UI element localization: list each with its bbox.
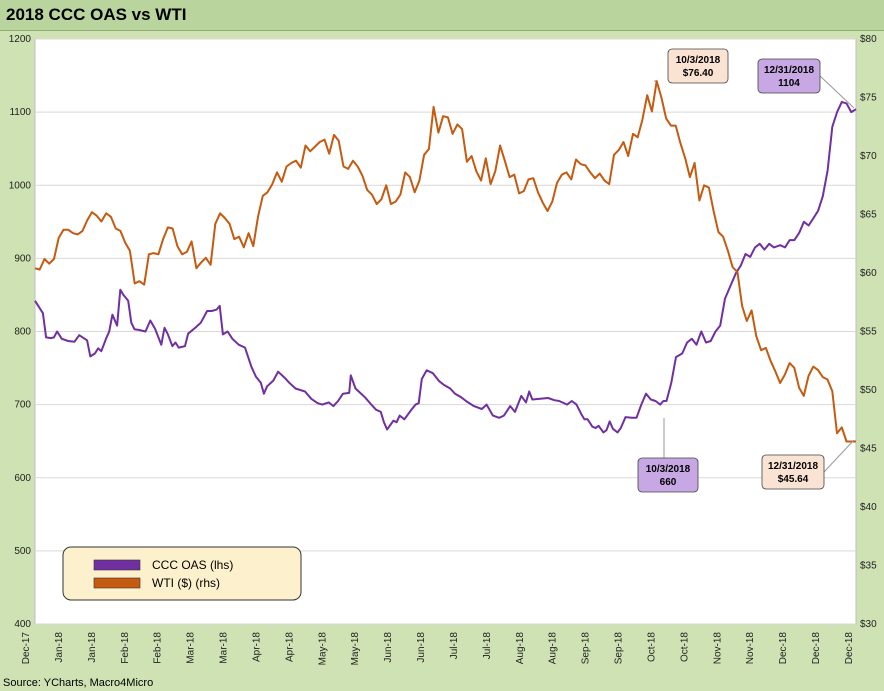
callout-value: $45.64 xyxy=(778,474,809,485)
chart-title: 2018 CCC OAS vs WTI xyxy=(6,5,187,24)
x-tick-label: Dec-18 xyxy=(778,632,789,665)
title-bar: 2018 CCC OAS vs WTI xyxy=(0,0,884,31)
x-tick-label: Sep-18 xyxy=(581,632,592,665)
y-right-tick-label: $70 xyxy=(860,151,877,162)
x-tick-label: Feb-18 xyxy=(153,632,164,664)
y-right-tick-label: $65 xyxy=(860,210,877,221)
x-tick-label: Dec-18 xyxy=(811,632,822,665)
x-tick-label: May-18 xyxy=(350,632,361,666)
callout-oas: 10/3/2018 660 xyxy=(637,418,699,493)
y-right-tick-label: $60 xyxy=(860,268,877,279)
x-tick-label: Feb-18 xyxy=(120,632,131,664)
x-tick-label: Sep-18 xyxy=(614,632,625,665)
x-tick-label: Nov-18 xyxy=(712,632,723,665)
y-left-tick-label: 500 xyxy=(14,546,31,557)
y-right-tick-label: $30 xyxy=(860,619,877,630)
x-tick-label: Jan-18 xyxy=(87,632,98,663)
series-line-ccc-oas xyxy=(34,100,857,434)
callout-date: 10/3/2018 xyxy=(646,464,691,475)
callout-value: 660 xyxy=(660,477,677,488)
y-right-tick-label: $35 xyxy=(860,561,877,572)
x-tick-label: Jan-18 xyxy=(54,632,65,663)
callout-date: 12/31/2018 xyxy=(764,65,814,76)
callout-date: 10/3/2018 xyxy=(676,55,721,66)
callout-wti: 10/3/2018 $76.40 xyxy=(654,48,729,84)
series-line-wti xyxy=(34,80,856,443)
series-layer xyxy=(34,80,857,443)
y-left-tick-label: 400 xyxy=(14,619,31,630)
legend-swatch xyxy=(93,559,141,571)
x-tick-label: Jun-18 xyxy=(383,632,394,663)
x-tick-label: Mar-18 xyxy=(219,632,230,664)
x-tick-label: Apr-18 xyxy=(284,632,295,662)
x-tick-label: Jul-18 xyxy=(482,632,493,660)
gridlines xyxy=(35,38,856,625)
callout-oas: 12/31/2018 1104 xyxy=(757,58,855,109)
callout-value: $76.40 xyxy=(683,68,714,79)
y-right-tick-label: $50 xyxy=(860,385,877,396)
x-tick-label: Nov-18 xyxy=(745,632,756,665)
y-left-tick-label: 700 xyxy=(14,400,31,411)
legend-label: WTI ($) (rhs) xyxy=(152,576,220,590)
y-left-tick-label: 800 xyxy=(14,327,31,338)
y-right-tick-label: $75 xyxy=(860,93,877,104)
y-left-tick-label: 900 xyxy=(14,253,31,264)
y-left-tick-label: 1100 xyxy=(9,107,31,118)
x-tick-label: Jun-18 xyxy=(416,632,427,663)
y-left-tick-label: 1200 xyxy=(9,34,32,45)
y-axis-right: $80 $75 $70 $65 $60 $55 $50 $45 $40 $35 $30 xyxy=(860,34,877,630)
x-tick-label: May-18 xyxy=(317,632,328,666)
y-left-tick-label: 1000 xyxy=(9,180,32,191)
y-axis-left: 1200 1100 1000 900 800 700 600 500 400 xyxy=(9,34,32,630)
y-right-tick-label: $80 xyxy=(860,34,877,45)
legend-swatch xyxy=(93,577,141,589)
y-right-tick-label: $45 xyxy=(860,444,877,455)
source-note: Source: YCharts, Macro4Micro xyxy=(3,677,154,689)
callout-wti: 12/31/2018 $45.64 xyxy=(761,439,855,490)
x-tick-label: Oct-18 xyxy=(646,632,657,662)
x-axis: Dec-17 Jan-18 Jan-18 Feb-18 Feb-18 Mar-18 Mar-… xyxy=(21,632,855,666)
y-right-tick-label: $55 xyxy=(860,327,877,338)
callout-date: 12/31/2018 xyxy=(768,461,818,472)
x-tick-label: Dec-18 xyxy=(844,632,855,665)
x-tick-label: Jul-18 xyxy=(449,632,460,660)
x-tick-label: Dec-17 xyxy=(21,632,32,665)
callout-value: 1104 xyxy=(778,78,800,89)
y-left-tick-label: 600 xyxy=(14,473,31,484)
legend: CCC OAS (lhs) WTI ($) (rhs) xyxy=(62,546,302,601)
x-tick-label: Aug-18 xyxy=(548,632,559,665)
callouts-layer: 10/3/2018 $76.40 12/31/2018 1104 10/3/2018 66… xyxy=(637,48,855,493)
x-tick-label: Aug-18 xyxy=(515,632,526,665)
x-tick-label: Oct-18 xyxy=(679,632,690,662)
x-tick-label: Apr-18 xyxy=(251,632,262,662)
y-right-tick-label: $40 xyxy=(860,502,877,513)
legend-label: CCC OAS (lhs) xyxy=(152,558,233,572)
x-tick-label: Mar-18 xyxy=(186,632,197,664)
